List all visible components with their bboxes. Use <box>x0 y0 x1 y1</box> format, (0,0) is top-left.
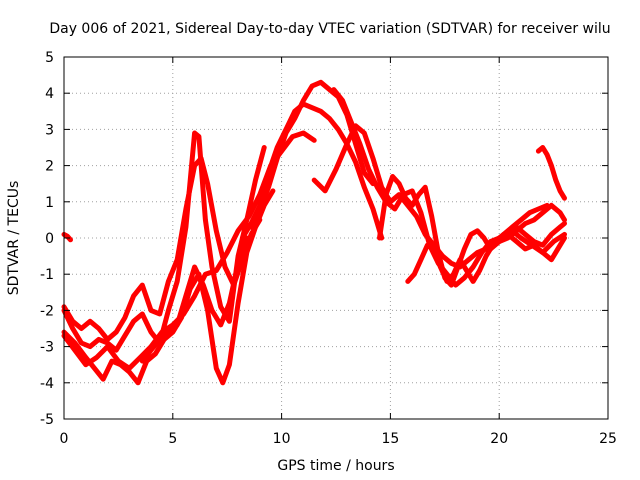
y-tick-label: -3 <box>40 340 54 356</box>
y-tick-label: 1 <box>45 195 54 211</box>
series-track-12 <box>405 221 567 284</box>
x-tick-label: 20 <box>490 431 508 447</box>
x-tick-label: 0 <box>60 431 69 447</box>
y-tick-labels: -5 -4 -3 -2 -1 0 1 2 3 4 5 <box>40 50 54 428</box>
y-tick-label: 5 <box>45 50 54 66</box>
y-tick-label: -2 <box>40 303 54 319</box>
y-tick-label: -1 <box>40 267 54 283</box>
x-tick-label: 15 <box>381 431 399 447</box>
ticks <box>63 56 609 420</box>
y-tick-label: -5 <box>40 412 54 428</box>
series-track-06 <box>139 235 250 364</box>
y-axis-label: SDTVAR / TECUs <box>6 181 22 296</box>
x-tick-label: 25 <box>599 431 617 447</box>
series-track-11 <box>377 174 567 288</box>
series-track-14 <box>535 145 567 201</box>
chart-title: Day 006 of 2021, Sidereal Day-to-day VTE… <box>49 21 610 37</box>
series-track-01 <box>61 231 73 243</box>
series-track-13 <box>501 202 550 237</box>
y-tick-label: 3 <box>45 122 54 138</box>
x-tick-label: 10 <box>273 431 291 447</box>
y-tick-label: 2 <box>45 159 54 175</box>
y-tick-label: -4 <box>40 376 54 392</box>
series-track-03 <box>61 130 267 353</box>
x-tick-label: 5 <box>168 431 177 447</box>
series-track-07 <box>239 101 385 241</box>
series-track-04 <box>61 188 276 386</box>
y-tick-label: 0 <box>45 231 54 247</box>
x-tick-labels: 0 5 10 15 20 25 <box>60 431 617 447</box>
series-track-02 <box>61 155 263 342</box>
x-axis-label: GPS time / hours <box>277 458 394 474</box>
series-group <box>61 79 567 386</box>
y-tick-label: 4 <box>45 86 54 102</box>
